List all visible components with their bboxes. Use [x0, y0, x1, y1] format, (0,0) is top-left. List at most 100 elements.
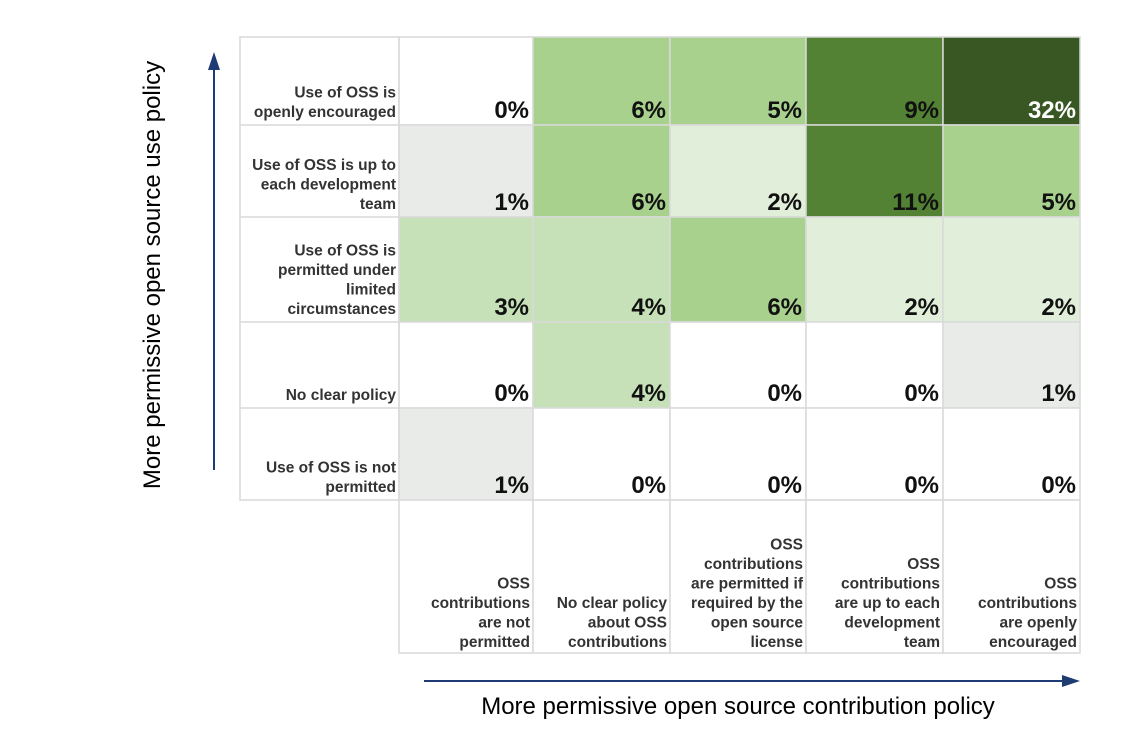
heatmap-cell [398, 36, 534, 126]
cell-value-label: 6% [767, 294, 802, 321]
heatmap-cell [805, 216, 944, 323]
cell-value-label: 2% [904, 294, 939, 321]
column-label-line: development [844, 615, 940, 632]
row-label-line: circumstances [287, 301, 396, 318]
cell-value-label: 4% [631, 294, 666, 321]
heatmap-cell [532, 407, 671, 501]
row-label-frame [239, 36, 400, 501]
row-label: Use of OSS is openly encouraged [254, 85, 396, 122]
heatmap-cell [805, 36, 944, 126]
cell-value-label: 6% [631, 97, 666, 124]
cell-value-label: 0% [494, 97, 529, 124]
column-label-line: team [904, 634, 940, 651]
x-axis-arrow-head [1062, 675, 1080, 687]
heatmap-cell [669, 407, 807, 501]
column-label-cell [805, 499, 944, 654]
column-label-line: No clear policy [557, 595, 668, 612]
row-label-line: each development [261, 177, 396, 194]
cell-value-label: 4% [631, 380, 666, 407]
column-label: OSS contributions are not permitted [431, 576, 530, 652]
column-label-line: contributions [568, 634, 667, 651]
cell-value-label: 2% [1041, 294, 1076, 321]
heatmap-cell [669, 321, 807, 409]
cell-value-label: 0% [904, 472, 939, 499]
column-label-line: OSS [497, 576, 530, 593]
cell-value-label: 9% [904, 97, 939, 124]
column-label-cell [942, 499, 1081, 654]
heatmap-cell [942, 124, 1081, 218]
column-label-line: contributions [978, 595, 1077, 612]
heatmap-cell [942, 321, 1081, 409]
row-label: Use of OSS is up to each development team [252, 157, 396, 213]
cell-value-label: 0% [767, 472, 802, 499]
cell-value-label: 11% [892, 189, 939, 216]
cell-value-label: 1% [494, 472, 529, 499]
cell-value-label: 0% [767, 380, 802, 407]
y-axis-label: More permissive open source use policy [139, 61, 166, 489]
column-label-line: OSS [770, 537, 803, 554]
column-label-line: are up to each [835, 595, 940, 612]
column-label: OSS contributions are permitted if required… [691, 537, 804, 652]
row-label-line: Use of OSS is not [266, 460, 396, 477]
heatmap-cell [532, 216, 671, 323]
heatmap-cell [669, 216, 807, 323]
column-label-line: contributions [704, 556, 803, 573]
column-label-line: are permitted if [691, 576, 804, 593]
column-label: OSS contributions are up to each developmen… [835, 556, 940, 651]
heatmap-cell [532, 321, 671, 409]
row-label-line: Use of OSS is up to [252, 157, 396, 174]
cell-value-label: 5% [1041, 189, 1076, 216]
cell-value-label: 1% [1041, 380, 1076, 407]
y-axis-arrow-head [208, 52, 220, 70]
column-label-line: OSS [907, 556, 940, 573]
heatmap-cell [669, 124, 807, 218]
column-label-line: are openly [999, 615, 1077, 632]
row-label-line: permitted [325, 479, 396, 496]
column-label-line: permitted [459, 634, 530, 651]
cell-value-label: 2% [767, 189, 802, 216]
row-label-line: Use of OSS is [294, 85, 396, 102]
cell-value-label: 0% [631, 472, 666, 499]
heatmap-cell [532, 36, 671, 126]
heatmap-cell [942, 216, 1081, 323]
row-label: No clear policy [286, 387, 397, 404]
cell-value-label: 1% [494, 189, 529, 216]
column-labels: OSS contributions are not permitted No clear… [398, 499, 1081, 654]
row-label: Use of OSS is not permitted [266, 460, 396, 497]
row-label-line: Use of OSS is [294, 243, 396, 260]
heatmap-cell [805, 321, 944, 409]
row-label-line: No clear policy [286, 387, 397, 404]
heatmap-cell [942, 407, 1081, 501]
column-label-line: about OSS [588, 615, 667, 632]
column-label-cell [669, 499, 807, 654]
row-label-line: limited [346, 282, 396, 299]
column-label-line: license [750, 634, 803, 651]
column-label-line: required by the [691, 595, 803, 612]
heatmap-cell [669, 36, 807, 126]
heatmap-cells: 0% 6% 5% 9% 32% 1% 6% 2% 11% 5% 3% 4% 6% 2% 2% 0% 4% 0% 0%… [398, 36, 1081, 501]
column-label-line: OSS [1044, 576, 1077, 593]
heatmap-cell [398, 124, 534, 218]
column-label: No clear policy about OSS contributions [557, 595, 668, 651]
row-label-line: openly encouraged [254, 104, 396, 121]
heatmap-cell [398, 407, 534, 501]
cell-value-label: 3% [494, 294, 529, 321]
row-label-line: team [360, 196, 396, 213]
x-axis-label: More permissive open source contribution… [481, 693, 995, 720]
cell-value-label: 0% [904, 380, 939, 407]
column-label-line: are not [478, 615, 530, 632]
column-label-line: contributions [431, 595, 530, 612]
cell-value-label: 0% [1041, 472, 1076, 499]
column-label-line: contributions [841, 576, 940, 593]
row-label-line: permitted under [278, 262, 396, 279]
column-label-line: open source [711, 615, 804, 632]
cell-value-label: 0% [494, 380, 529, 407]
row-label: Use of OSS is permitted under limited circu… [278, 243, 396, 319]
cell-value-label: 6% [631, 189, 666, 216]
column-label: OSS contributions are openly encouraged [978, 576, 1077, 652]
cell-value-label: 5% [767, 97, 802, 124]
column-label-cell [532, 499, 671, 654]
column-label-line: encouraged [989, 634, 1077, 651]
